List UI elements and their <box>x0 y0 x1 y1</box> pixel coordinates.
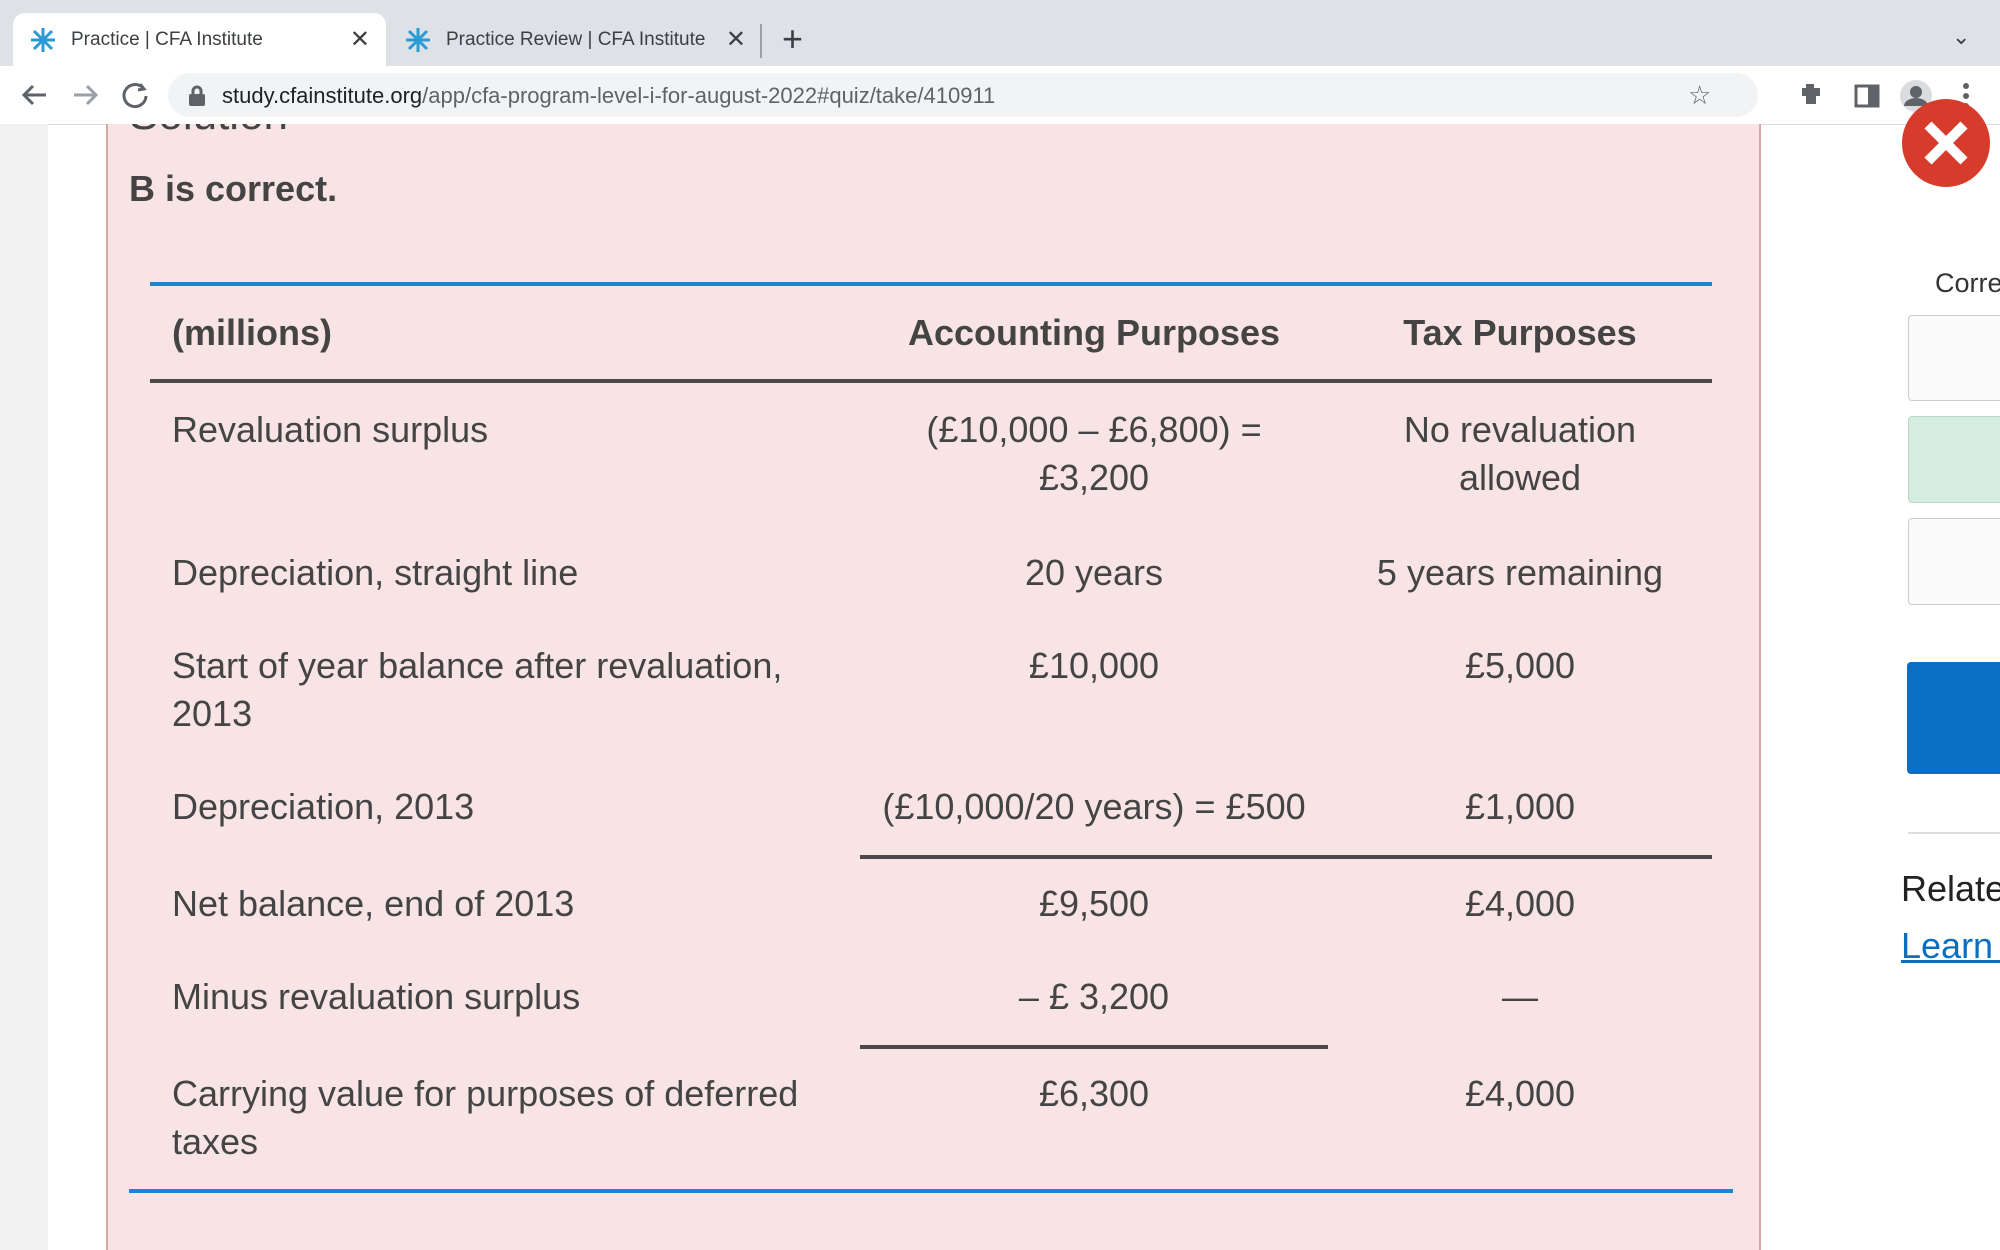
url-path: /app/cfa-program-level-i-for-august-2022… <box>422 83 996 108</box>
solution-panel <box>106 124 1761 1250</box>
table-cell: £4,000 <box>1464 883 1576 924</box>
table-cell: No revaluation allowed <box>1403 409 1637 498</box>
incorrect-icon <box>1902 99 1990 187</box>
primary-button[interactable] <box>1907 662 2000 774</box>
column-header: Tax Purposes <box>1403 312 1637 353</box>
tab-close[interactable]: ✕ <box>349 26 370 53</box>
choice-box[interactable] <box>1908 416 2000 503</box>
table-cell: Net balance, end of 2013 <box>172 883 575 924</box>
tab-separator <box>760 24 762 58</box>
table-cell: – £ 3,200 <box>1018 976 1170 1017</box>
column-header: Accounting Purposes <box>907 312 1281 353</box>
table-cell: Depreciation, straight line <box>172 552 579 593</box>
url-domain: study.cfainstitute.org <box>222 83 423 108</box>
learn-link[interactable]: Learn <box>1901 925 2000 966</box>
toolbar-icons[interactable] <box>1690 78 2000 114</box>
bookmark-star[interactable]: ☆ <box>1688 80 1712 110</box>
heading-clip: Solution <box>129 124 288 138</box>
table-top-rule <box>150 282 1712 286</box>
table-cell: £5,000 <box>1464 645 1576 686</box>
table-cell: £6,300 <box>1038 1073 1150 1114</box>
table-bottom-rule <box>129 1189 1733 1193</box>
table-cell: Minus revaluation surplus <box>172 976 581 1017</box>
table-cell: £10,000 <box>1028 645 1160 686</box>
new-tab[interactable]: + <box>782 18 804 59</box>
table-cell: (£10,000/20 years) = £500 <box>882 786 1306 827</box>
nav-buttons[interactable] <box>0 66 168 124</box>
table-cell: Start of year balance after revaluation,… <box>172 645 783 734</box>
table-cell: — <box>1502 976 1538 1017</box>
solution-heading: Solution <box>129 124 288 138</box>
favicon <box>406 27 430 52</box>
lock-icon <box>189 85 205 106</box>
table-cell: 5 years remaining <box>1376 552 1664 593</box>
tab[interactable]: Practice Review | CFA Institute ✕ <box>390 13 760 66</box>
choice-box[interactable] <box>1908 518 2000 605</box>
header-rule <box>150 379 1712 383</box>
divider <box>1908 832 2000 834</box>
sidebar-label: Corre <box>1935 268 2000 298</box>
url: study.cfainstitute.org/app/cfa-program-l… <box>222 83 995 109</box>
omnibox[interactable] <box>168 73 1758 117</box>
table-cell: Revaluation surplus <box>172 409 489 450</box>
table-cell: £4,000 <box>1464 1073 1576 1114</box>
tab-close[interactable]: ✕ <box>725 26 746 53</box>
tab[interactable]: Practice | CFA Institute ✕ <box>13 13 386 66</box>
table-cell: (£10,000 – £6,800) = £3,200 <box>926 409 1262 498</box>
table-cell: £1,000 <box>1464 786 1576 827</box>
choice-box[interactable] <box>1908 315 2000 401</box>
column-header: (millions) <box>172 312 332 353</box>
tab-title: Practice Review | CFA Institute <box>446 28 706 50</box>
table-cell: Depreciation, 2013 <box>172 786 475 827</box>
subtotal-rule <box>860 1045 1328 1049</box>
tab-menu[interactable]: ⌄ <box>1952 24 1971 49</box>
table-cell: Carrying value for purposes of deferred … <box>172 1073 799 1162</box>
tab-title: Practice | CFA Institute <box>71 28 263 50</box>
answer: B is correct. <box>129 168 338 209</box>
left-gutter <box>0 124 48 1250</box>
favicon <box>31 27 55 52</box>
subtotal-rule <box>860 855 1712 859</box>
related-heading: Relate <box>1901 868 2000 909</box>
table-cell: £9,500 <box>1038 883 1150 924</box>
table-cell: 20 years <box>1024 552 1164 593</box>
